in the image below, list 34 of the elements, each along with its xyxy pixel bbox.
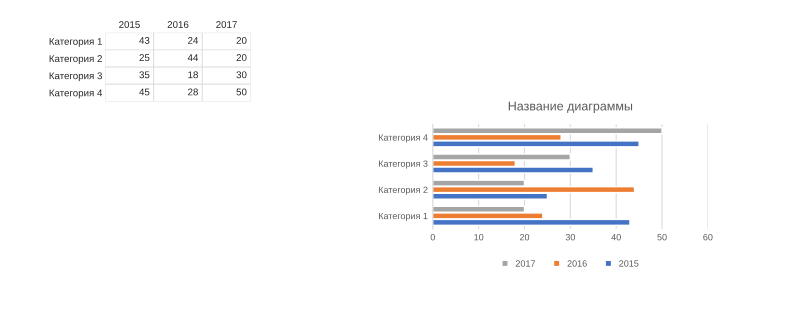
data-label: 44 xyxy=(188,54,198,61)
legend-label: 2016 xyxy=(568,260,587,267)
x-tick-label: 2015 xyxy=(119,21,140,28)
x-tick-label: 10 xyxy=(474,234,484,240)
x-tick-label: 40 xyxy=(611,234,621,240)
y-tick-label: Категория 1 xyxy=(50,38,102,47)
chart-title: Название диаграммы xyxy=(508,102,632,113)
data-label: 28 xyxy=(188,88,198,96)
data-label: 18 xyxy=(188,71,198,78)
x-tick-label: 20 xyxy=(520,234,530,240)
y-tick-label: Категория 2 xyxy=(378,186,428,195)
x-tick-label: 2017 xyxy=(216,21,237,28)
y-tick-label: Категория 4 xyxy=(50,90,102,98)
data-label: 20 xyxy=(236,54,247,62)
x-tick-label: 60 xyxy=(703,234,713,240)
data-label: 45 xyxy=(139,88,150,96)
y-tick-label: Категория 3 xyxy=(378,160,428,169)
data-label: 20 xyxy=(236,37,247,44)
legend-label: 2015 xyxy=(619,260,638,267)
y-tick-label: Категория 4 xyxy=(378,134,428,142)
x-tick-label: 0 xyxy=(430,234,435,240)
data-label: 30 xyxy=(236,71,247,78)
x-tick-label: 2016 xyxy=(168,21,188,28)
data-label: 25 xyxy=(140,54,150,62)
y-tick-label: Категория 3 xyxy=(50,72,102,82)
data-label: 35 xyxy=(139,71,150,78)
legend-label: 2017 xyxy=(516,260,536,267)
y-tick-label: Категория 2 xyxy=(50,55,102,64)
data-label: 50 xyxy=(236,88,247,96)
x-tick-label: 50 xyxy=(657,234,667,240)
data-label: 43 xyxy=(139,37,150,44)
data-label: 24 xyxy=(188,37,198,44)
x-tick-label: 30 xyxy=(566,234,576,240)
y-tick-label: Категория 1 xyxy=(378,212,428,221)
